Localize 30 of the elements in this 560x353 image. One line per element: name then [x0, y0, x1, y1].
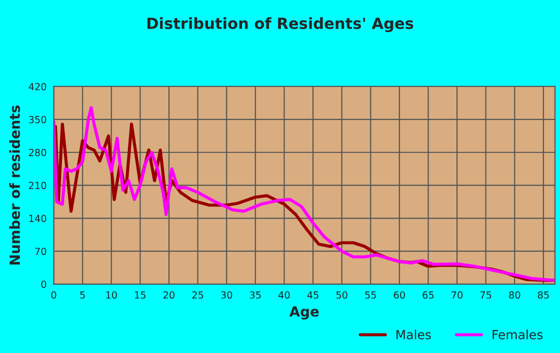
x-tick-label: 85 — [538, 291, 549, 299]
x-tick-label: 60 — [394, 291, 405, 299]
x-tick-label: 65 — [422, 291, 434, 299]
x-tick-label: 40 — [278, 291, 290, 299]
y-tick-label: 0 — [41, 280, 46, 288]
x-tick-label: 75 — [480, 291, 492, 299]
x-tick-label: 45 — [307, 291, 318, 299]
x-tick-label: 15 — [135, 291, 146, 299]
x-tick-label: 70 — [452, 291, 463, 299]
legend-label: Males — [396, 330, 431, 340]
y-tick-label: 210 — [28, 182, 46, 190]
y-tick-label: 140 — [29, 214, 46, 222]
y-tick-label: 280 — [28, 148, 46, 156]
x-tick-label: 30 — [221, 291, 232, 299]
y-tick-label: 70 — [35, 248, 46, 256]
y-tick-label: 350 — [29, 116, 46, 124]
x-tick-label: 25 — [192, 291, 204, 299]
x-tick-label: 35 — [250, 291, 261, 299]
x-tick-label: 20 — [164, 291, 175, 299]
x-axis-title: Age — [289, 306, 319, 320]
y-tick-label: 420 — [28, 82, 46, 90]
legend-label: Females — [492, 330, 543, 340]
x-tick-label: 10 — [106, 291, 117, 299]
chart-title: Distribution of Residents' Ages — [147, 17, 414, 32]
y-axis-title: Number of residents — [9, 106, 20, 264]
x-tick-label: 0 — [51, 291, 56, 299]
x-tick-label: 80 — [509, 291, 520, 299]
x-tick-label: 55 — [365, 291, 376, 299]
x-tick-label: 50 — [336, 291, 348, 299]
x-tick-label: 5 — [80, 291, 85, 299]
